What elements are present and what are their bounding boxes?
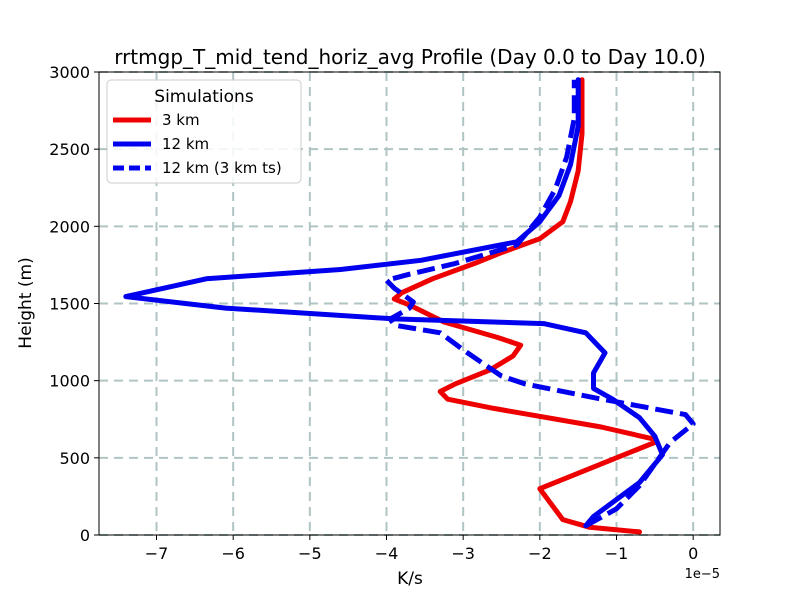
y-tick-label: 500 bbox=[59, 449, 90, 468]
x-tick-label: 0 bbox=[688, 544, 698, 563]
y-axis-label: Height (m) bbox=[16, 257, 36, 348]
series-layer bbox=[123, 77, 696, 535]
legend-label-2: 12 km bbox=[162, 135, 209, 153]
x-tick-label: −4 bbox=[375, 544, 399, 563]
series-line-2 bbox=[123, 77, 665, 529]
y-tick-label: 0 bbox=[80, 526, 90, 545]
y-axis-ticks: 0 500 1000 1500 2000 2500 3000 bbox=[49, 63, 99, 545]
x-tick-label: −3 bbox=[451, 544, 475, 563]
x-tick-label: −7 bbox=[145, 544, 169, 563]
x-offset-label: 1e−5 bbox=[685, 567, 720, 582]
y-tick-label: 1000 bbox=[49, 372, 90, 391]
x-tick-label: −5 bbox=[298, 544, 322, 563]
y-tick-label: 3000 bbox=[49, 63, 90, 82]
y-tick-label: 2000 bbox=[49, 217, 90, 236]
x-tick-label: −1 bbox=[605, 544, 629, 563]
chart-title: rrtmgp_T_mid_tend_horiz_avg Profile (Day… bbox=[114, 45, 706, 69]
legend-box bbox=[106, 79, 302, 184]
x-tick-label: −2 bbox=[528, 544, 552, 563]
x-axis-label: K/s bbox=[397, 569, 423, 589]
series-line-3 bbox=[384, 79, 696, 528]
y-tick-label: 2500 bbox=[49, 140, 90, 159]
x-axis-ticks: −7 −6 −5 −4 −3 −2 −1 0 bbox=[145, 535, 698, 563]
legend: Simulations 3 km 12 km 12 km (3 km ts) bbox=[106, 79, 302, 184]
y-tick-label: 1500 bbox=[49, 295, 90, 314]
legend-label-1: 3 km bbox=[162, 111, 200, 129]
legend-entries: 3 km 12 km 12 km (3 km ts) bbox=[113, 111, 282, 177]
legend-label-3: 12 km (3 km ts) bbox=[162, 159, 282, 177]
x-tick-label: −6 bbox=[221, 544, 245, 563]
legend-title: Simulations bbox=[154, 87, 254, 107]
